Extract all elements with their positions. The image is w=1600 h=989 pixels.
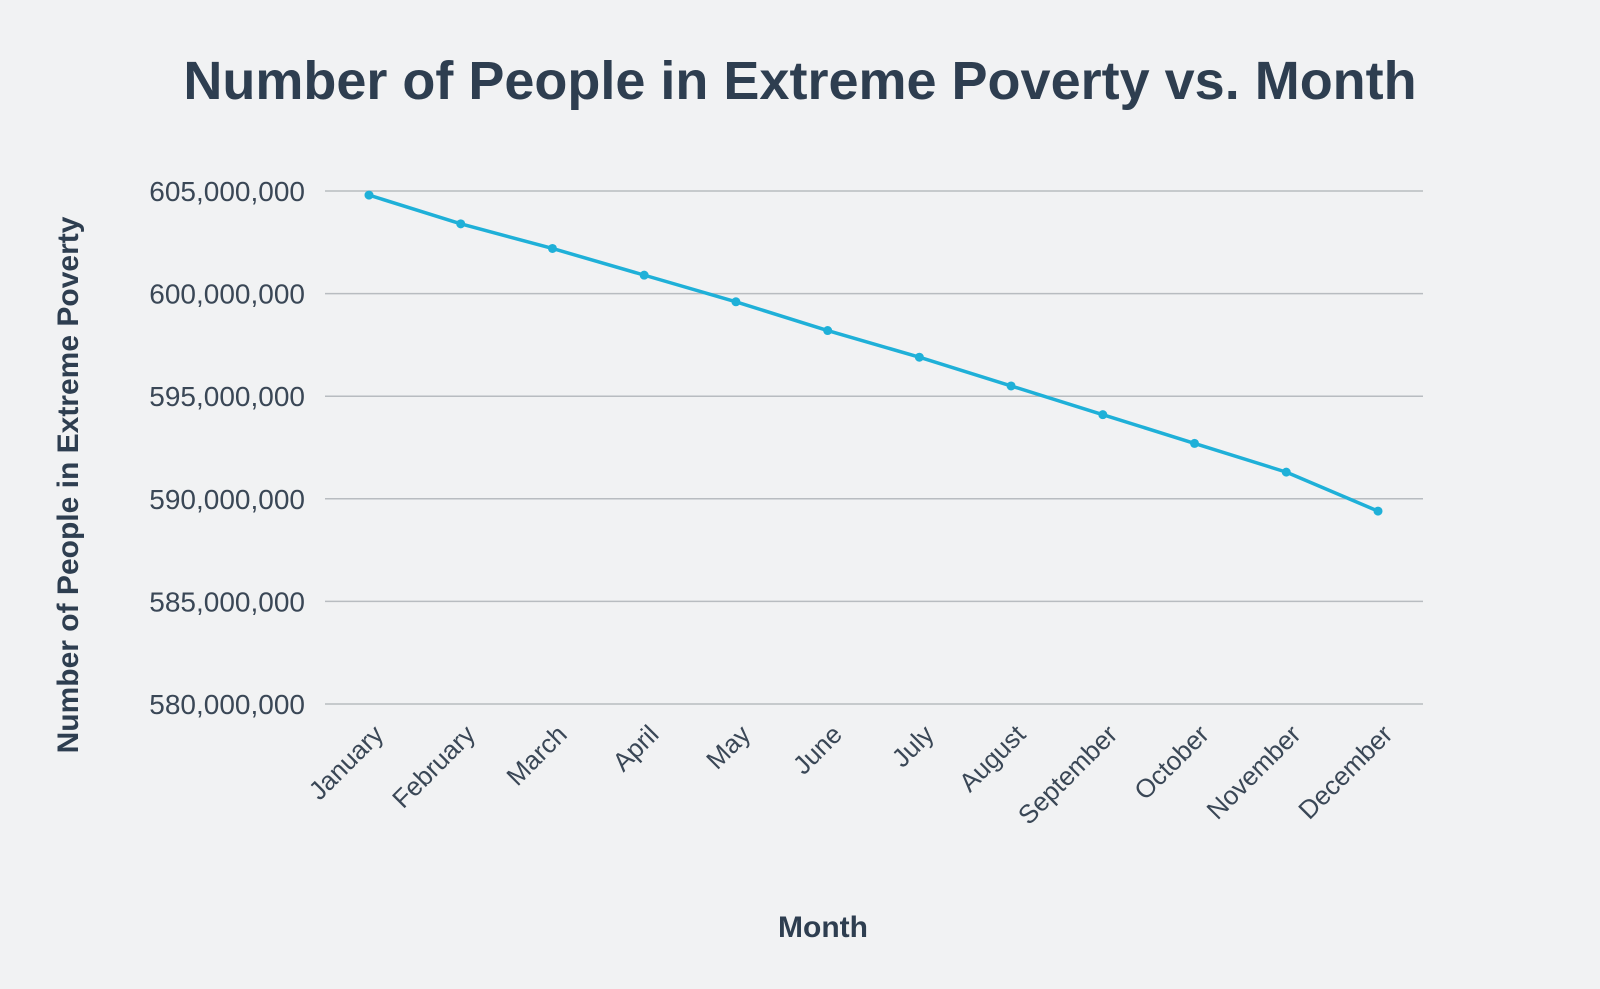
chart-title: Number of People in Extreme Poverty vs. … (183, 51, 1417, 111)
y-tick-label: 600,000,000 (149, 279, 305, 310)
data-point (547, 243, 557, 253)
x-tick-label: October (1128, 719, 1215, 806)
x-tick-label: July (886, 719, 940, 773)
gridlines (325, 190, 1423, 705)
y-tick-label: 605,000,000 (149, 176, 305, 207)
data-point (639, 270, 649, 280)
data-point (1098, 410, 1108, 420)
x-tick-label: March (500, 719, 572, 791)
x-axis-label: Month (778, 911, 868, 944)
x-tick-label: June (787, 719, 848, 780)
x-tick-label: April (606, 719, 664, 777)
x-tick-label: December (1292, 719, 1398, 825)
data-point (914, 352, 924, 362)
series-line-group (364, 190, 1383, 516)
y-tick-label: 580,000,000 (149, 689, 305, 720)
x-tick-label: November (1200, 719, 1306, 825)
series-line (368, 193, 1379, 513)
y-axis-label: Number of People in Extreme Poverty (52, 216, 85, 753)
data-point (823, 326, 833, 336)
x-tick-label: January (303, 719, 390, 806)
y-tick-label: 595,000,000 (149, 381, 305, 412)
x-tick-label: September (1012, 719, 1123, 830)
x-tick-label: May (700, 719, 756, 775)
y-tick-label: 590,000,000 (149, 484, 305, 515)
y-tick-labels: 605,000,000 600,000,000 595,000,000 590,000… (149, 176, 305, 720)
y-tick-label: 585,000,000 (149, 586, 305, 617)
data-point (364, 190, 374, 200)
data-point (1281, 467, 1291, 477)
data-point (1373, 506, 1383, 516)
x-tick-label: August (953, 718, 1032, 797)
data-point (456, 219, 466, 229)
data-point (1190, 438, 1200, 448)
x-tick-label: February (386, 719, 481, 814)
data-point (731, 297, 741, 307)
data-point (1006, 381, 1016, 391)
